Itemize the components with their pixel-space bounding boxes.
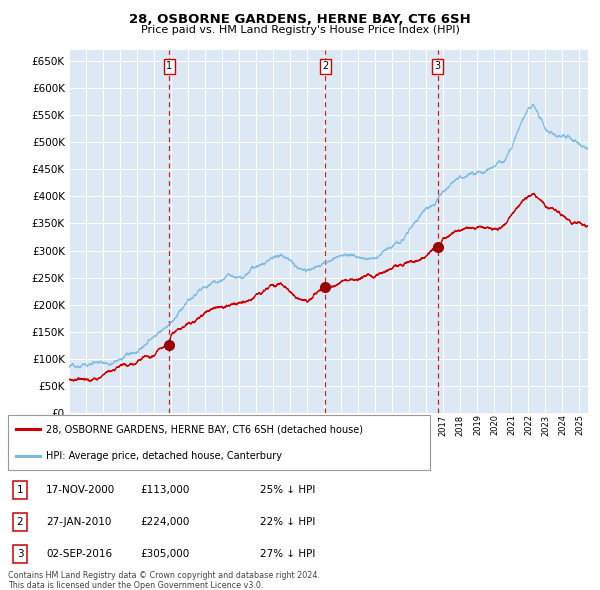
Text: £224,000: £224,000: [140, 517, 190, 527]
Text: Price paid vs. HM Land Registry's House Price Index (HPI): Price paid vs. HM Land Registry's House …: [140, 25, 460, 35]
Text: £113,000: £113,000: [140, 485, 190, 495]
Text: 17-NOV-2000: 17-NOV-2000: [46, 485, 115, 495]
Text: 2: 2: [17, 517, 23, 527]
Text: 27% ↓ HPI: 27% ↓ HPI: [260, 549, 316, 559]
Text: Contains HM Land Registry data © Crown copyright and database right 2024.: Contains HM Land Registry data © Crown c…: [8, 571, 320, 579]
Text: 3: 3: [434, 61, 441, 71]
Text: This data is licensed under the Open Government Licence v3.0.: This data is licensed under the Open Gov…: [8, 582, 263, 590]
Text: 25% ↓ HPI: 25% ↓ HPI: [260, 485, 316, 495]
Text: 1: 1: [166, 61, 172, 71]
Text: 3: 3: [17, 549, 23, 559]
Text: 28, OSBORNE GARDENS, HERNE BAY, CT6 6SH: 28, OSBORNE GARDENS, HERNE BAY, CT6 6SH: [129, 13, 471, 26]
Text: 1: 1: [17, 485, 23, 495]
Text: 02-SEP-2016: 02-SEP-2016: [46, 549, 112, 559]
FancyBboxPatch shape: [8, 415, 430, 470]
Text: 27-JAN-2010: 27-JAN-2010: [46, 517, 112, 527]
Text: 2: 2: [322, 61, 329, 71]
Text: £305,000: £305,000: [140, 549, 189, 559]
Text: 22% ↓ HPI: 22% ↓ HPI: [260, 517, 316, 527]
Text: 28, OSBORNE GARDENS, HERNE BAY, CT6 6SH (detached house): 28, OSBORNE GARDENS, HERNE BAY, CT6 6SH …: [46, 424, 363, 434]
Text: HPI: Average price, detached house, Canterbury: HPI: Average price, detached house, Cant…: [46, 451, 282, 461]
